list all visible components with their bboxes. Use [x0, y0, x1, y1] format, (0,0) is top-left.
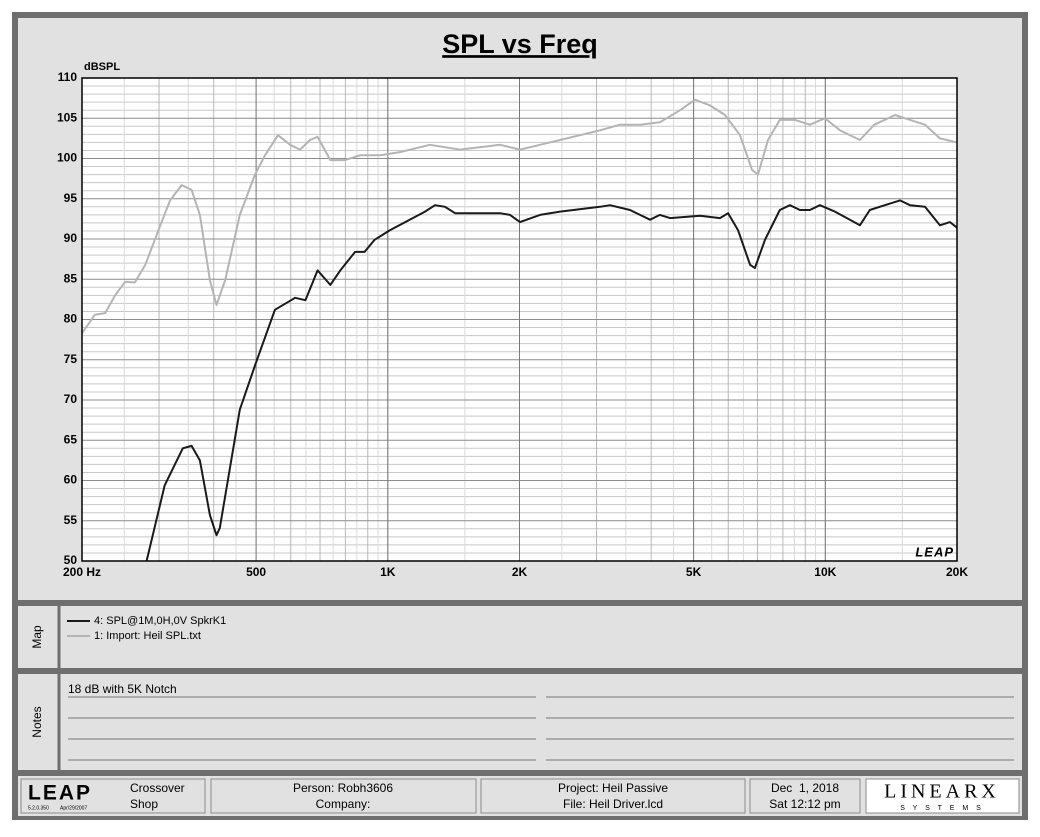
legend-label: 1: Import: Heil SPL.txt — [94, 630, 201, 642]
footer-brand-sub: S Y S T E M S — [900, 805, 984, 812]
y-tick-label: 85 — [64, 271, 78, 285]
note-text: 18 dB with 5K Notch — [68, 682, 177, 696]
y-tick-label: 65 — [64, 432, 78, 446]
y-tick-label: 100 — [57, 151, 77, 165]
footer-box — [749, 778, 861, 814]
y-tick-label: 105 — [57, 110, 77, 124]
y-tick-label: 95 — [64, 191, 78, 205]
y-tick-label: 60 — [64, 473, 78, 487]
series-line — [145, 199, 957, 561]
footer-box — [480, 778, 746, 814]
chart-title: SPL vs Freq — [442, 29, 598, 59]
y-tick-label: 70 — [64, 392, 78, 406]
legend: 4: SPL@1M,0H,0V SpkrK1 1: Import: Heil SP… — [67, 615, 226, 642]
footer-module: Crossover — [130, 781, 185, 795]
y-axis-label: dBSPL — [84, 61, 120, 73]
y-tick-label: 110 — [58, 70, 78, 84]
footer-box — [865, 778, 1020, 814]
footer-project: Project: Heil Passive — [558, 781, 668, 795]
footer-logo: LEAP — [28, 782, 92, 805]
y-tick-label: 75 — [64, 352, 78, 366]
footer-box — [210, 778, 477, 814]
x-tick-label: 10K — [814, 565, 836, 579]
note-rules — [68, 696, 1014, 761]
y-tick-label: 50 — [64, 553, 78, 567]
footer-brand: LINEARX — [884, 781, 1000, 803]
x-tick-label: 2K — [512, 565, 528, 579]
x-tick-label: 500 — [246, 565, 266, 579]
y-tick-label: 90 — [64, 231, 78, 245]
x-tick-label: 200 Hz — [63, 565, 101, 579]
footer-person: Person: Robh3606 — [293, 781, 393, 795]
notes-panel — [18, 674, 1022, 770]
x-tick-label: 20K — [946, 565, 968, 579]
footer-file: File: Heil Driver.lcd — [563, 797, 663, 811]
footer-version: 5.2.0.350 — [28, 805, 49, 811]
footer-box — [20, 778, 206, 814]
notes-label: Notes — [30, 706, 44, 737]
footer-time: Sat 12:12 pm — [769, 797, 840, 811]
x-tick-label: 5K — [686, 565, 702, 579]
footer-module: Shop — [130, 797, 158, 811]
footer-version-date: Apr/29/2007 — [60, 805, 87, 811]
series-line — [82, 98, 957, 334]
map-label: Map — [30, 625, 44, 649]
series-lines — [82, 98, 957, 561]
watermark: LEAP — [915, 544, 954, 559]
footer-date: Dec 1, 2018 — [771, 781, 839, 795]
x-tick-label: 1K — [380, 565, 396, 579]
plot-border — [81, 77, 958, 562]
footer-company: Company: — [316, 797, 371, 811]
legend-label: 4: SPL@1M,0H,0V SpkrK1 — [94, 615, 226, 627]
y-tick-label: 80 — [64, 312, 78, 326]
y-tick-label: 55 — [64, 513, 78, 527]
map-panel — [18, 606, 1022, 668]
